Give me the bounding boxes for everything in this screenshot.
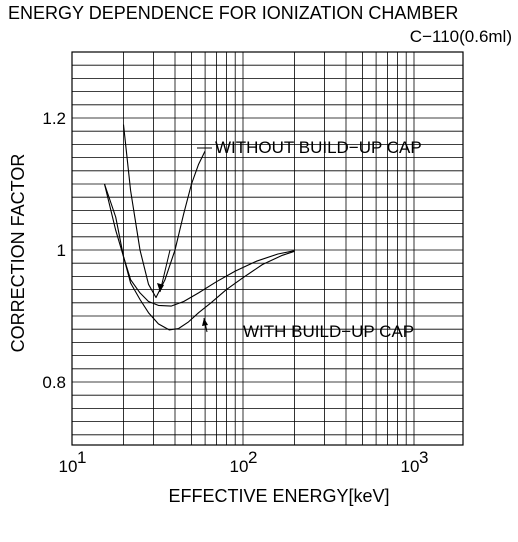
y-tick-label: 0.8 (42, 373, 66, 392)
annotations: WITHOUT BUILD−UP CAP WITH BUILD−UP CAP (157, 138, 422, 341)
arrowhead-with-cap (202, 318, 208, 326)
chart-subtitle: C−110(0.6ml) (410, 27, 512, 46)
series-line-1 (122, 124, 206, 299)
x-tick-exponent: 2 (248, 448, 257, 467)
series-lines (103, 124, 295, 331)
y-tick-label: 1.2 (42, 109, 66, 128)
annotation-with-cap: WITH BUILD−UP CAP (243, 322, 414, 341)
x-tick-labels: 10 1 10 2 10 3 (59, 448, 429, 476)
x-tick-exponent: 3 (419, 448, 428, 467)
x-axis-label: EFFECTIVE ENERGY[keV] (168, 486, 389, 506)
plot-frame (71, 51, 464, 446)
x-tick-label: 10 (230, 457, 249, 476)
x-tick-label: 10 (59, 457, 78, 476)
y-tick-labels: 0.8 1 1.2 (42, 109, 66, 392)
series-line-3 (103, 183, 295, 331)
y-axis-label: CORRECTION FACTOR (8, 154, 28, 353)
x-tick-label: 10 (401, 457, 420, 476)
x-tick-exponent: 1 (77, 448, 86, 467)
y-tick-label: 1 (57, 241, 66, 260)
grid (71, 51, 463, 445)
arrowhead-without-cap (157, 283, 164, 292)
annotation-without-cap: WITHOUT BUILD−UP CAP (215, 138, 422, 157)
chart-title: ENERGY DEPENDENCE FOR IONIZATION CHAMBER (8, 3, 458, 23)
